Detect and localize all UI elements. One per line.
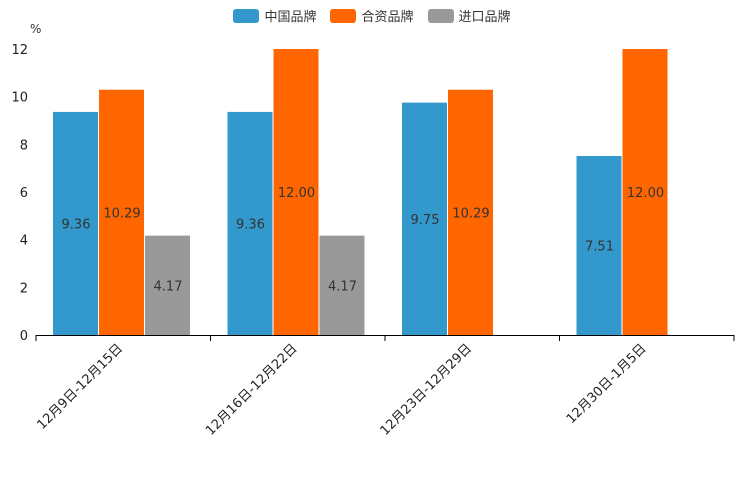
- x-tick-label-1: 12月16日-12月22日: [203, 341, 300, 438]
- data-label-s0-c1: 9.36: [236, 217, 265, 232]
- legend-label-china-brand: 中国品牌: [264, 10, 317, 25]
- x-tick-label-2: 12月23日-12月29日: [378, 341, 475, 438]
- legend-item-imported-brand[interactable]: 进口品牌: [427, 6, 511, 25]
- legend-label-imported-brand: 进口品牌: [458, 10, 511, 25]
- legend-label-joint-venture-brand: 合资品牌: [361, 10, 414, 25]
- legend-swatch-imported-brand: [427, 8, 454, 23]
- legend-item-china-brand[interactable]: 中国品牌: [233, 6, 316, 25]
- bar-s2-c0: [145, 235, 190, 335]
- y-tick-label-3: 6: [20, 186, 28, 201]
- data-label-s2-c0: 4.17: [154, 279, 183, 294]
- legend: 中国品牌 合资品牌 进口品牌: [0, 6, 744, 25]
- y-tick-label-2: 4: [20, 234, 28, 249]
- legend-swatch-china-brand: [233, 8, 260, 23]
- legend-swatch-joint-venture-brand: [330, 8, 357, 23]
- data-label-s1-c0: 10.29: [103, 206, 140, 221]
- y-tick-label-4: 8: [20, 138, 28, 153]
- bar-s0-c1: [227, 111, 273, 335]
- bar-s0-c2: [402, 102, 447, 335]
- y-tick-label-5: 10: [11, 91, 28, 106]
- bar-s1-c0: [99, 89, 144, 335]
- data-label-s0-c3: 7.51: [585, 240, 614, 255]
- bar-s1-c1: [273, 49, 319, 335]
- data-label-s0-c2: 9.75: [411, 213, 440, 228]
- bar-s1-c2: [448, 89, 493, 335]
- y-axis-unit-label: %: [30, 22, 42, 36]
- legend-item-joint-venture-brand[interactable]: 合资品牌: [330, 6, 414, 25]
- data-label-s1-c1: 12.00: [278, 186, 315, 201]
- data-label-s0-c0: 9.36: [62, 217, 91, 232]
- x-tick-label-3: 12月30日-1月5日: [564, 341, 650, 427]
- data-label-s1-c3: 12.00: [627, 186, 664, 201]
- bar-s2-c1: [319, 235, 365, 335]
- y-tick-label-0: 0: [20, 329, 28, 344]
- y-tick-label-6: 12: [11, 43, 28, 58]
- x-tick-label-0: 12月9日-12月15日: [34, 341, 126, 433]
- y-tick-label-1: 2: [20, 281, 28, 296]
- bar-s0-c3: [576, 156, 622, 335]
- data-label-s1-c2: 10.29: [452, 206, 489, 221]
- bar-s1-c3: [622, 49, 668, 335]
- data-label-s2-c1: 4.17: [328, 279, 357, 294]
- bar-s0-c0: [53, 111, 98, 335]
